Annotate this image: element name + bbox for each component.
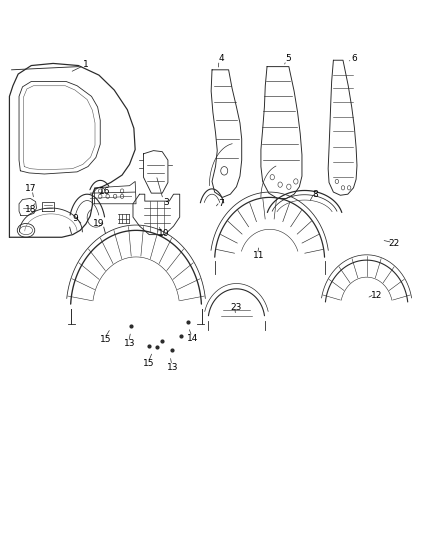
Text: 3: 3	[164, 198, 170, 207]
Text: 10: 10	[158, 229, 170, 238]
Text: 8: 8	[312, 190, 318, 199]
Text: 7: 7	[218, 199, 224, 208]
Text: 5: 5	[285, 54, 291, 62]
Text: 16: 16	[99, 187, 110, 196]
Text: 14: 14	[187, 334, 198, 343]
Text: 4: 4	[219, 54, 224, 62]
Text: 12: 12	[371, 291, 382, 300]
Text: 17: 17	[25, 184, 36, 193]
Text: 18: 18	[25, 205, 36, 214]
Text: 13: 13	[167, 363, 179, 372]
Text: 15: 15	[100, 335, 111, 344]
Text: 22: 22	[388, 239, 399, 248]
Text: 11: 11	[253, 252, 264, 260]
Text: 15: 15	[143, 359, 155, 368]
Text: 23: 23	[230, 303, 241, 312]
Text: 6: 6	[351, 54, 357, 62]
Text: 13: 13	[124, 339, 135, 348]
Text: 1: 1	[83, 60, 89, 69]
Text: 19: 19	[93, 220, 104, 229]
Text: 9: 9	[72, 214, 78, 223]
